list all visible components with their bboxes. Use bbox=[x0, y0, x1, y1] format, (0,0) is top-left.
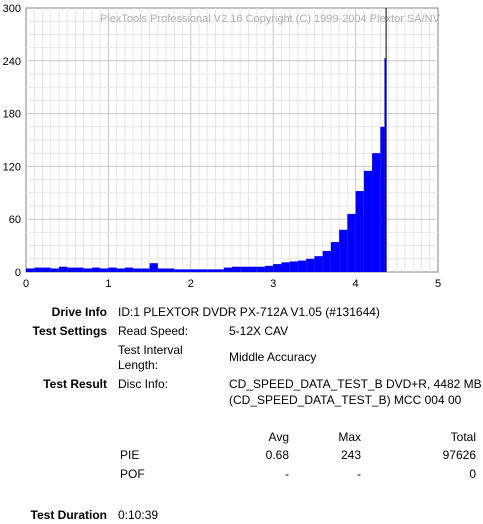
y-tick-label: 240 bbox=[3, 56, 21, 68]
pie-bar bbox=[124, 267, 134, 272]
pie-bar bbox=[339, 229, 348, 272]
pie-bar bbox=[34, 267, 43, 272]
max-header: Max bbox=[338, 430, 361, 444]
pof-avg: - bbox=[285, 467, 289, 481]
y-tick-label: 0 bbox=[15, 267, 21, 279]
y-tick-label: 180 bbox=[3, 109, 21, 121]
avg-header: Avg bbox=[268, 430, 289, 444]
pie-bar bbox=[372, 153, 381, 272]
pie-bar bbox=[380, 126, 385, 272]
pie-bar bbox=[207, 269, 216, 272]
pie-bar bbox=[133, 268, 142, 272]
y-tick-label: 120 bbox=[3, 161, 21, 173]
pie-bar bbox=[190, 269, 200, 272]
test-interval-label: Test Interval Length: bbox=[118, 343, 183, 372]
pie-bar bbox=[384, 58, 387, 272]
pie-bar bbox=[75, 267, 84, 272]
drive-info-value: ID:1 PLEXTOR DVDR PX-712A V1.05 (#131644… bbox=[118, 305, 380, 319]
read-speed-value: 5-12X CAV bbox=[229, 324, 289, 338]
pie-bar bbox=[281, 262, 290, 272]
pie-bar bbox=[264, 265, 274, 272]
chart-title: PlexTools Professional V2.16 Copyright (… bbox=[100, 13, 441, 25]
pie-bar bbox=[58, 266, 68, 272]
pie-bar bbox=[314, 256, 323, 272]
disc-info-line2: (CD_SPEED_DATA_TEST_B) MCC 004 00 bbox=[229, 393, 462, 407]
pie-bar bbox=[83, 268, 92, 272]
pie-bar bbox=[256, 266, 265, 272]
pie-bar bbox=[232, 266, 241, 272]
x-tick-label: 3 bbox=[270, 278, 276, 290]
pie-avg: 0.68 bbox=[265, 448, 289, 462]
pie-bar bbox=[347, 213, 356, 272]
pof-total: 0 bbox=[469, 467, 476, 481]
x-tick-label: 1 bbox=[105, 278, 111, 290]
pie-bar bbox=[182, 269, 191, 272]
y-tick-label: 300 bbox=[3, 3, 21, 15]
pie-bar bbox=[157, 268, 167, 272]
pie-bar bbox=[50, 268, 59, 272]
pie-bar bbox=[330, 242, 340, 272]
x-tick-label: 5 bbox=[435, 278, 441, 290]
test-duration-label: Test Duration bbox=[30, 508, 107, 522]
test-interval-value: Middle Accuracy bbox=[229, 350, 317, 364]
pie-bar bbox=[67, 267, 76, 272]
pie-bar bbox=[42, 267, 51, 272]
test-settings-label: Test Settings bbox=[32, 324, 107, 338]
test-duration-value: 0:10:39 bbox=[118, 508, 159, 522]
pof-row-name: POF bbox=[120, 467, 145, 481]
x-tick-label: 4 bbox=[353, 278, 359, 290]
pie-bar bbox=[289, 261, 298, 272]
pie-bar bbox=[199, 269, 208, 272]
pie-bar bbox=[273, 264, 282, 272]
pie-bar bbox=[322, 250, 331, 272]
pie-bar bbox=[363, 170, 373, 272]
test-result-label: Test Result bbox=[43, 377, 107, 391]
pof-max: - bbox=[357, 467, 361, 481]
total-header: Total bbox=[450, 430, 476, 444]
pie-bar bbox=[215, 269, 224, 272]
pie-bar bbox=[141, 268, 150, 272]
pie-bar bbox=[166, 268, 175, 272]
pie-max: 243 bbox=[340, 448, 361, 462]
disc-info-line1: CD_SPEED_DATA_TEST_B DVD+R, 4482 MB bbox=[229, 377, 482, 391]
pie-bar bbox=[174, 269, 183, 272]
drive-info-label: Drive Info bbox=[51, 305, 107, 319]
pie-bar bbox=[149, 263, 158, 272]
x-tick-label: 0 bbox=[23, 278, 29, 290]
pie-bar bbox=[355, 191, 364, 272]
y-tick-label: 60 bbox=[9, 214, 21, 226]
pie-bar bbox=[100, 268, 109, 272]
pie-bar bbox=[108, 267, 117, 272]
pie-bar bbox=[223, 267, 232, 272]
pie-bar bbox=[116, 268, 125, 272]
pie-bar bbox=[240, 266, 249, 272]
pie-bar bbox=[297, 260, 307, 272]
pie-chart: PlexTools Professional V2.16 Copyright (… bbox=[3, 3, 441, 290]
pie-bar bbox=[26, 268, 35, 272]
pie-bar bbox=[91, 267, 101, 272]
read-speed-label: Read Speed: bbox=[118, 324, 189, 338]
pie-row-name: PIE bbox=[120, 448, 140, 462]
x-tick-label: 2 bbox=[188, 278, 194, 290]
pie-total: 97626 bbox=[442, 448, 476, 462]
pie-bar bbox=[306, 258, 315, 272]
chart-svg: PlexTools Professional V2.16 Copyright (… bbox=[3, 3, 441, 290]
pie-bar bbox=[248, 266, 257, 272]
disc-info-label: Disc Info: bbox=[118, 377, 169, 391]
